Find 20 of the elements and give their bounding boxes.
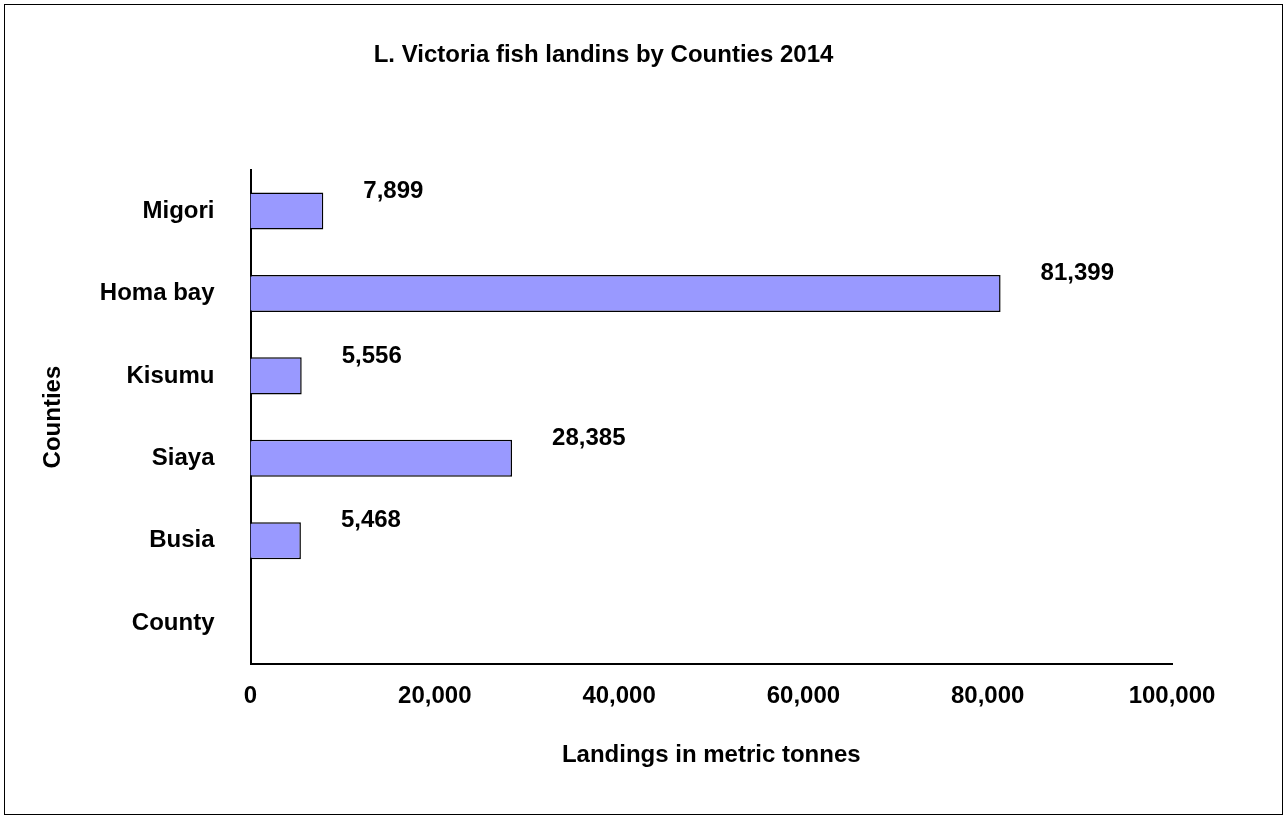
- data-label: 28,385: [552, 422, 626, 450]
- x-tick-label: 0: [243, 681, 258, 709]
- x-tick-label: 100,000: [1128, 681, 1216, 709]
- data-label: 7,899: [363, 175, 424, 203]
- y-axis-title: Counties: [38, 365, 66, 469]
- y-tick-label: Homa bay: [99, 278, 216, 306]
- y-tick-label: County: [131, 607, 216, 635]
- data-label: 5,556: [341, 340, 402, 368]
- data-label: 81,399: [1040, 258, 1114, 286]
- x-axis-title: Landings in metric tonnes: [561, 740, 861, 768]
- data-label: 5,468: [340, 505, 401, 533]
- chart-title: L. Victoria fish landins by Counties 2014: [373, 40, 834, 68]
- x-tick-label: 20,000: [398, 681, 472, 709]
- x-tick-label: 40,000: [582, 681, 656, 709]
- x-tick-label: 60,000: [766, 681, 841, 709]
- y-tick-label: Kisumu: [126, 360, 215, 388]
- x-tick-label: 80,000: [951, 681, 1025, 709]
- y-tick-label: Busia: [149, 525, 216, 553]
- y-tick-label: Migori: [142, 195, 215, 223]
- y-tick-label: Siaya: [151, 442, 216, 470]
